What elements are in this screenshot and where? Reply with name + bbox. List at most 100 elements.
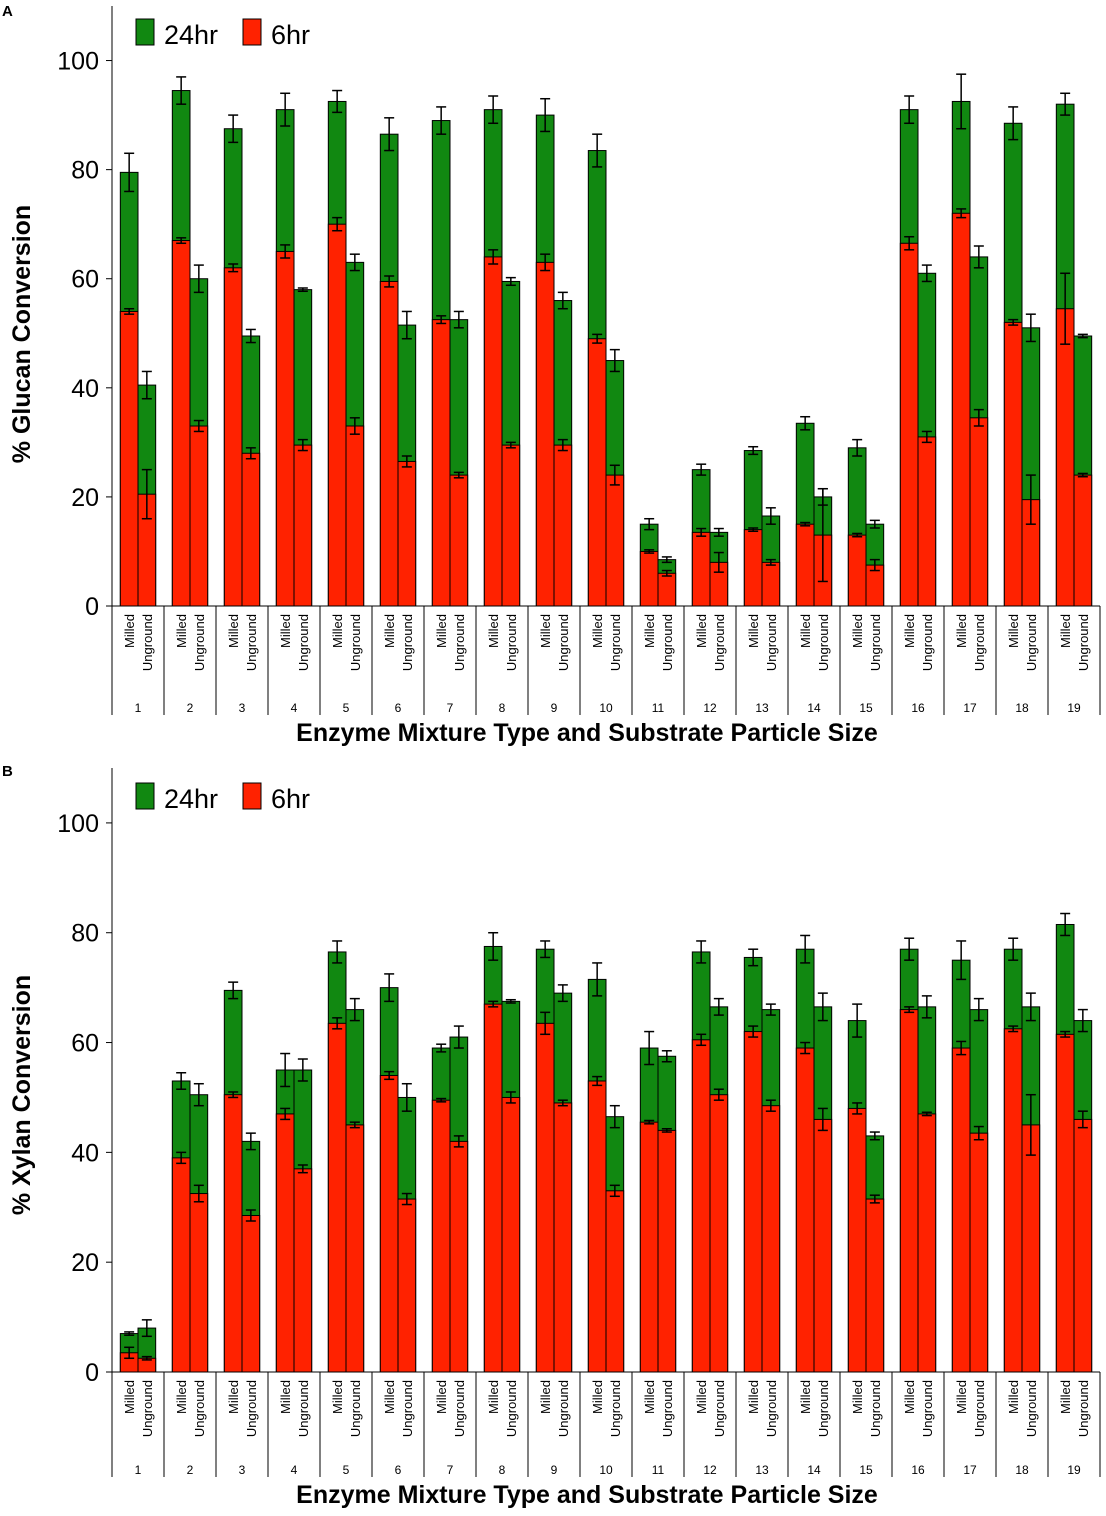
- errorbar-24hr-milled: [488, 931, 499, 961]
- sub-label-unground: Unground: [1076, 1380, 1091, 1437]
- errorbar-6hr-unground: [609, 464, 620, 486]
- category-label: 4: [291, 701, 298, 715]
- bar-6hr-unground: [1021, 1124, 1041, 1373]
- bar-6hr-unground: [449, 474, 469, 607]
- errorbar-24hr-unground: [817, 992, 828, 1022]
- bar-6hr-unground: [345, 1124, 365, 1373]
- errorbar-24hr-milled: [748, 445, 759, 456]
- category-label: 18: [1015, 701, 1029, 715]
- bar-6hr-unground: [189, 1193, 209, 1373]
- category-label: 19: [1067, 701, 1081, 715]
- sub-label-milled: Milled: [330, 614, 345, 648]
- errorbar-6hr-unground: [869, 1194, 880, 1204]
- errorbar-24hr-unground: [713, 997, 724, 1016]
- errorbar-24hr-unground: [193, 264, 204, 294]
- bar-6hr-milled: [743, 529, 763, 607]
- errorbar-6hr-unground: [245, 1209, 256, 1222]
- bar-6hr-milled: [327, 1022, 347, 1373]
- sub-label-milled: Milled: [798, 1380, 813, 1414]
- errorbar-24hr-milled: [280, 1052, 291, 1088]
- y-tick-label: 100: [57, 810, 99, 838]
- legend-b-6hr-swatch: [242, 782, 262, 810]
- category-label: 3: [239, 701, 246, 715]
- category-label: 1: [135, 701, 142, 715]
- errorbar-6hr-unground: [141, 468, 152, 520]
- sub-label-milled: Milled: [798, 614, 813, 648]
- errorbar-24hr-unground: [193, 1082, 204, 1107]
- bar-6hr-milled: [275, 250, 295, 607]
- sub-label-milled: Milled: [122, 614, 137, 648]
- sub-label-milled: Milled: [382, 614, 397, 648]
- sub-label-unground: Unground: [348, 614, 363, 671]
- bar-6hr-milled: [795, 523, 815, 607]
- bar-6hr-unground: [553, 1102, 573, 1373]
- sub-label-unground: Unground: [920, 614, 935, 671]
- errorbar-6hr-milled: [644, 1119, 655, 1125]
- sub-label-unground: Unground: [504, 1380, 519, 1437]
- errorbar-6hr-milled: [124, 307, 135, 315]
- sub-label-milled: Milled: [434, 1380, 449, 1414]
- errorbar-24hr-milled: [592, 133, 603, 168]
- errorbar-6hr-milled: [800, 521, 811, 527]
- errorbar-6hr-unground: [1077, 472, 1088, 478]
- errorbar-24hr-unground: [401, 310, 412, 340]
- errorbar-24hr-milled: [124, 152, 135, 193]
- bar-6hr-milled: [639, 550, 659, 607]
- errorbar-24hr-milled: [696, 940, 707, 964]
- sub-label-milled: Milled: [590, 1380, 605, 1414]
- errorbar-24hr-milled: [696, 463, 707, 476]
- bar-6hr-milled: [483, 1003, 503, 1373]
- errorbar-6hr-unground: [661, 1128, 672, 1133]
- errorbar-24hr-unground: [765, 507, 776, 525]
- sub-label-unground: Unground: [764, 1380, 779, 1437]
- errorbar-24hr-milled: [800, 934, 811, 964]
- y-tick-label: 80: [71, 157, 99, 185]
- category-label: 13: [755, 701, 769, 715]
- errorbar-24hr-unground: [557, 291, 568, 310]
- category-label: 18: [1015, 1463, 1029, 1477]
- y-tick-label: 20: [71, 484, 99, 512]
- sub-label-unground: Unground: [972, 1380, 987, 1437]
- legend-a-24hr-swatch: [135, 18, 155, 46]
- errorbar-6hr-milled: [280, 244, 291, 259]
- errorbar-6hr-milled: [540, 253, 551, 272]
- bar-6hr-unground: [1073, 1118, 1093, 1373]
- errorbar-24hr-milled: [228, 981, 239, 1000]
- bar-6hr-milled: [275, 1113, 295, 1373]
- errorbar-24hr-milled: [332, 89, 343, 114]
- y-tick-label: 60: [71, 1030, 99, 1058]
- bar-6hr-unground: [501, 444, 521, 607]
- errorbar-24hr-unground: [973, 997, 984, 1022]
- sub-label-unground: Unground: [608, 614, 623, 671]
- sub-label-milled: Milled: [226, 614, 241, 648]
- errorbar-6hr-unground: [505, 441, 516, 449]
- bar-6hr-milled: [847, 1107, 867, 1373]
- category-label: 15: [859, 1463, 873, 1477]
- errorbar-6hr-unground: [817, 487, 828, 583]
- bar-6hr-unground: [605, 474, 625, 607]
- errorbar-24hr-unground: [453, 310, 464, 329]
- sub-label-milled: Milled: [174, 1380, 189, 1414]
- errorbar-24hr-milled: [436, 106, 447, 135]
- bar-6hr-milled: [483, 256, 503, 607]
- category-label: 15: [859, 701, 873, 715]
- errorbar-24hr-milled: [1008, 937, 1019, 961]
- sub-label-milled: Milled: [850, 1380, 865, 1414]
- category-label: 7: [447, 701, 454, 715]
- bar-6hr-unground: [501, 1096, 521, 1373]
- errorbar-6hr-milled: [592, 333, 603, 344]
- errorbar-24hr-milled: [1060, 912, 1071, 937]
- bar-6hr-unground: [761, 561, 781, 607]
- errorbar-6hr-unground: [453, 1135, 464, 1148]
- bar-6hr-unground: [189, 425, 209, 607]
- errorbar-6hr-milled: [332, 216, 343, 232]
- y-tick-label: 40: [71, 1139, 99, 1167]
- bar-6hr-unground: [657, 572, 677, 607]
- errorbar-24hr-unground: [921, 995, 932, 1019]
- errorbar-6hr-unground: [193, 1184, 204, 1203]
- sub-label-unground: Unground: [296, 1380, 311, 1437]
- sub-label-unground: Unground: [348, 1380, 363, 1437]
- bar-6hr-unground: [969, 1132, 989, 1373]
- bar-6hr-unground: [761, 1105, 781, 1373]
